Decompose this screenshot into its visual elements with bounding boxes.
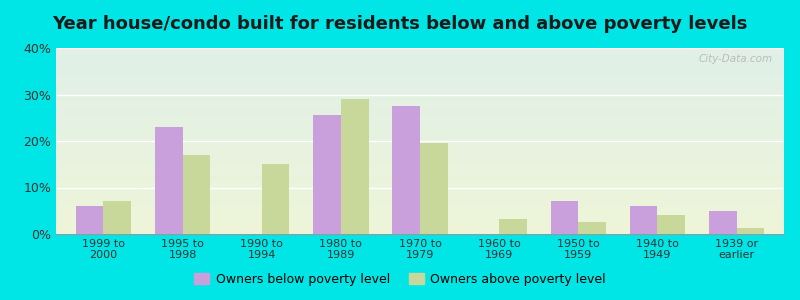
Bar — [103, 202, 131, 234]
Text: Year house/condo built for residents below and above poverty levels: Year house/condo built for residents bel… — [52, 15, 748, 33]
Bar — [709, 211, 737, 234]
Bar — [420, 143, 448, 234]
Bar — [392, 106, 420, 234]
Bar — [182, 155, 210, 234]
Bar — [341, 99, 369, 234]
Legend: Owners below poverty level, Owners above poverty level: Owners below poverty level, Owners above… — [190, 268, 610, 291]
Bar — [658, 215, 685, 234]
Bar — [499, 219, 527, 234]
Bar — [550, 202, 578, 234]
Bar — [578, 222, 606, 234]
Bar — [737, 228, 764, 234]
Bar — [262, 164, 290, 234]
Bar — [155, 127, 182, 234]
Bar — [76, 206, 103, 234]
Text: City-Data.com: City-Data.com — [699, 54, 773, 64]
Bar — [313, 116, 341, 234]
Bar — [630, 206, 658, 234]
